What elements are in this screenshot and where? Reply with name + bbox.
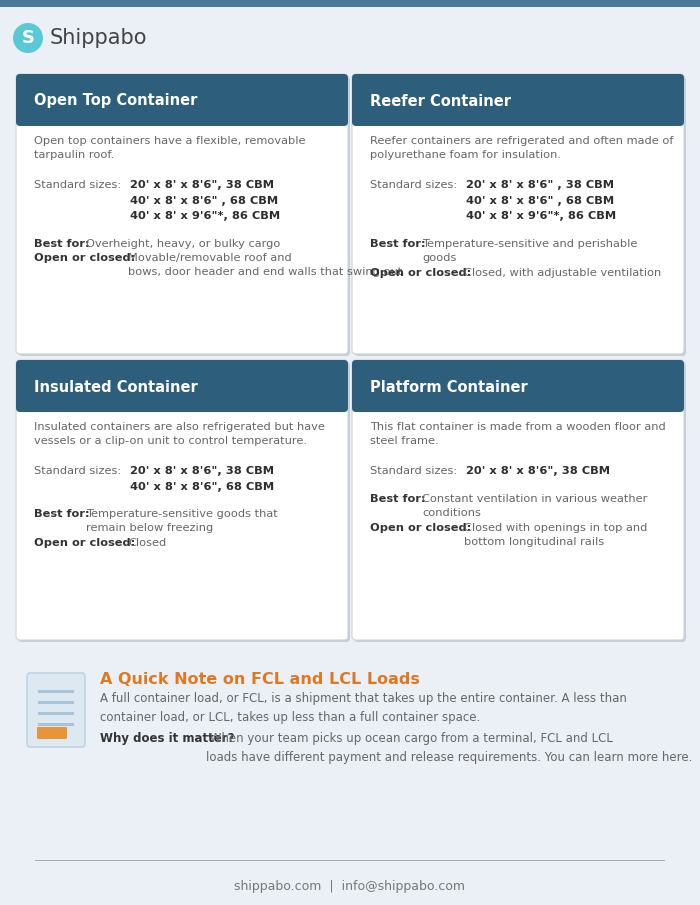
Text: 20' x 8' x 8'6", 38 CBM: 20' x 8' x 8'6", 38 CBM (130, 180, 274, 190)
FancyBboxPatch shape (16, 74, 348, 354)
Bar (356, 116, 680, 124)
Bar (38, 723, 74, 726)
FancyBboxPatch shape (37, 727, 67, 739)
Text: shippabo.com  |  info@shippabo.com: shippabo.com | info@shippabo.com (234, 880, 466, 893)
Bar (38, 701, 74, 704)
Text: Best for:: Best for: (34, 509, 94, 519)
Text: Overheight, heavy, or bulky cargo: Overheight, heavy, or bulky cargo (86, 239, 281, 249)
Text: A Quick Note on FCL and LCL Loads: A Quick Note on FCL and LCL Loads (100, 672, 420, 687)
FancyBboxPatch shape (16, 360, 348, 412)
Circle shape (13, 23, 43, 53)
Text: 40' x 8' x 8'6" , 68 CBM: 40' x 8' x 8'6" , 68 CBM (130, 195, 278, 205)
Bar (20, 116, 344, 124)
Text: Standard sizes:: Standard sizes: (370, 180, 457, 190)
FancyBboxPatch shape (352, 74, 684, 354)
Text: Insulated Container: Insulated Container (34, 379, 197, 395)
Text: Platform Container: Platform Container (370, 379, 528, 395)
Text: Reefer Container: Reefer Container (370, 93, 511, 109)
Text: Open Top Container: Open Top Container (34, 93, 197, 109)
Text: A full container load, or FCL, is a shipment that takes up the entire container.: A full container load, or FCL, is a ship… (100, 692, 627, 724)
Text: 20' x 8' x 8'6", 38 CBM: 20' x 8' x 8'6", 38 CBM (466, 466, 610, 476)
Text: Open top containers have a flexible, removable
tarpaulin roof.: Open top containers have a flexible, rem… (34, 136, 305, 160)
Text: Closed with openings in top and
bottom longitudinal rails: Closed with openings in top and bottom l… (464, 522, 648, 547)
Text: Open or closed:: Open or closed: (370, 268, 475, 278)
Text: Open or closed:: Open or closed: (370, 522, 475, 532)
Text: When your team picks up ocean cargo from a terminal, FCL and LCL
loads have diff: When your team picks up ocean cargo from… (206, 732, 693, 764)
Text: S: S (22, 29, 34, 47)
Text: Standard sizes:: Standard sizes: (34, 180, 121, 190)
Text: Insulated containers are also refrigerated but have
vessels or a clip-on unit to: Insulated containers are also refrigerat… (34, 422, 325, 446)
Text: Best for:: Best for: (34, 239, 94, 249)
Text: Constant ventilation in various weather
conditions: Constant ventilation in various weather … (422, 493, 648, 518)
FancyBboxPatch shape (27, 673, 85, 747)
Bar (38, 690, 74, 693)
Text: Closed, with adjustable ventilation: Closed, with adjustable ventilation (464, 268, 662, 278)
Text: Open or closed:: Open or closed: (34, 253, 139, 263)
Text: Closed: Closed (128, 538, 167, 548)
FancyBboxPatch shape (18, 76, 350, 356)
Text: 20' x 8' x 8'6", 38 CBM: 20' x 8' x 8'6", 38 CBM (130, 466, 274, 476)
FancyBboxPatch shape (16, 360, 348, 640)
FancyBboxPatch shape (352, 360, 684, 640)
FancyBboxPatch shape (352, 360, 684, 412)
Text: Movable/removable roof and
bows, door header and end walls that swing out: Movable/removable roof and bows, door he… (128, 253, 402, 278)
Text: Best for:: Best for: (370, 239, 430, 249)
Text: Temperature-sensitive goods that
remain below freezing: Temperature-sensitive goods that remain … (86, 509, 278, 533)
Bar (38, 712, 74, 715)
Text: Best for:: Best for: (370, 493, 430, 503)
Text: Standard sizes:: Standard sizes: (370, 466, 457, 476)
Bar (35, 860, 665, 861)
Text: 40' x 8' x 9'6"*, 86 CBM: 40' x 8' x 9'6"*, 86 CBM (466, 211, 616, 221)
FancyBboxPatch shape (352, 74, 684, 126)
Text: Standard sizes:: Standard sizes: (34, 466, 121, 476)
Text: 40' x 8' x 8'6", 68 CBM: 40' x 8' x 8'6", 68 CBM (130, 481, 274, 491)
FancyBboxPatch shape (354, 76, 686, 356)
Text: Why does it matter?: Why does it matter? (100, 732, 235, 745)
Text: 40' x 8' x 9'6"*, 86 CBM: 40' x 8' x 9'6"*, 86 CBM (130, 211, 280, 221)
Text: Shippabo: Shippabo (50, 28, 148, 48)
Text: Temperature-sensitive and perishable
goods: Temperature-sensitive and perishable goo… (422, 239, 638, 262)
Text: This flat container is made from a wooden floor and
steel frame.: This flat container is made from a woode… (370, 422, 666, 446)
Text: Reefer containers are refrigerated and often made of
polyurethane foam for insul: Reefer containers are refrigerated and o… (370, 136, 673, 160)
Bar (356, 402, 680, 410)
Text: 20' x 8' x 8'6" , 38 CBM: 20' x 8' x 8'6" , 38 CBM (466, 180, 614, 190)
Bar (0, 0, 700, 7)
Text: Open or closed:: Open or closed: (34, 538, 139, 548)
Bar (20, 402, 344, 410)
Text: 40' x 8' x 8'6" , 68 CBM: 40' x 8' x 8'6" , 68 CBM (466, 195, 614, 205)
FancyBboxPatch shape (354, 362, 686, 642)
FancyBboxPatch shape (18, 362, 350, 642)
FancyBboxPatch shape (16, 74, 348, 126)
